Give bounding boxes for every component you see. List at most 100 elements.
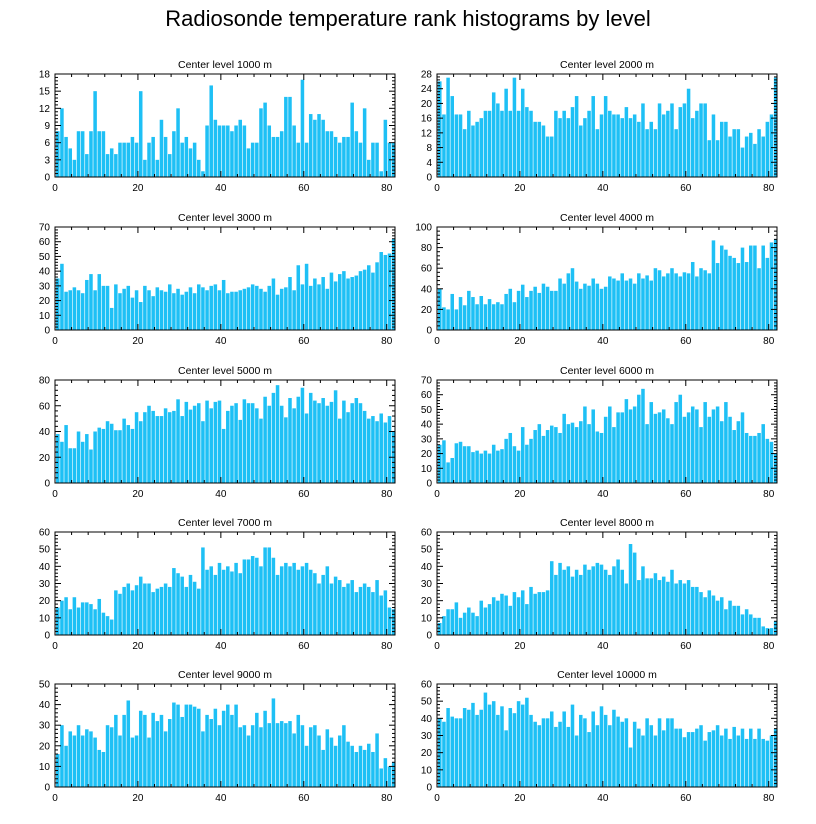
histogram-bar: [217, 725, 222, 787]
histogram-bar: [242, 399, 247, 483]
histogram-bar: [197, 403, 201, 483]
histogram-bar: [180, 416, 184, 483]
histogram-bar: [757, 129, 761, 177]
y-tick-label: 0: [44, 631, 50, 642]
histogram-bar: [163, 583, 168, 635]
y-tick-label: 0: [426, 173, 432, 184]
y-tick-label: 70: [39, 223, 51, 234]
histogram-bar: [666, 718, 670, 787]
histogram-bar: [533, 721, 537, 787]
histogram-bar: [292, 125, 296, 177]
histogram-bar: [122, 418, 126, 484]
histogram-bar: [371, 416, 375, 483]
histogram-bar: [138, 302, 143, 330]
histogram-bar: [346, 278, 350, 330]
histogram-bar: [242, 125, 247, 177]
histogram-bar: [188, 409, 193, 483]
histogram-bar: [608, 725, 612, 787]
histogram-bar: [450, 609, 454, 635]
histogram-bar: [375, 733, 379, 787]
x-tick-label: 0: [52, 489, 58, 500]
histogram-bar: [284, 96, 288, 177]
y-tick-label: 60: [39, 528, 51, 539]
histogram-bar: [475, 121, 479, 177]
histogram-bar: [130, 737, 135, 787]
histogram-bar: [736, 735, 741, 787]
histogram-bar: [263, 291, 267, 330]
x-tick-label: 20: [514, 641, 526, 652]
histogram-bar: [566, 566, 571, 635]
histogram-bar: [574, 281, 579, 330]
histogram-bar: [695, 409, 699, 483]
histogram-bar: [637, 394, 641, 483]
plot-frame: [54, 683, 396, 788]
y-tick-label: 10: [39, 613, 51, 624]
histogram-bar: [93, 91, 97, 177]
histogram-bar: [383, 590, 388, 635]
histogram-bar: [686, 88, 691, 177]
histogram-bar: [296, 265, 301, 330]
histogram-bar: [271, 557, 276, 635]
x-tick-label: 80: [381, 183, 393, 194]
histogram-bar: [151, 592, 155, 635]
histogram-bar: [479, 453, 484, 483]
histogram-bar: [337, 580, 342, 635]
histogram-bar: [620, 721, 624, 787]
histogram-bar: [267, 547, 272, 635]
histogram-bar: [325, 288, 330, 330]
histogram-bar: [362, 410, 367, 483]
histogram-bar: [89, 604, 93, 635]
histogram-bar: [350, 403, 354, 483]
histogram-bar: [68, 290, 72, 330]
histogram-bar: [500, 449, 504, 483]
histogram-bar: [442, 307, 446, 330]
histogram-bar: [288, 721, 292, 787]
histogram-bar: [603, 416, 608, 483]
histogram-bar: [458, 114, 463, 177]
x-tick-label: 60: [680, 336, 692, 347]
histogram-bar: [454, 114, 459, 177]
y-tick-label: 20: [39, 596, 51, 607]
histogram-bar: [72, 597, 77, 635]
histogram-panel: Center level 4000 m 0 20 40 60 80 0 20 40 60 80 100: [415, 212, 778, 347]
histogram-bar: [537, 592, 542, 635]
histogram-bar: [300, 387, 305, 483]
histogram-bar: [292, 733, 296, 787]
histogram-bar: [632, 406, 637, 483]
histogram-panel: Center level 5000 m 0 20 40 60 80 0 20 40 60 80: [39, 365, 396, 500]
histogram-bar: [475, 450, 479, 483]
y-tick-label: 50: [421, 405, 433, 416]
histogram-bar: [471, 612, 475, 635]
histogram-bar: [661, 276, 666, 330]
histogram-bar: [246, 148, 251, 177]
y-tick-label: 0: [426, 479, 432, 490]
histogram-bar: [641, 566, 645, 635]
histogram-bar: [757, 268, 761, 330]
x-tick-label: 60: [298, 489, 310, 500]
histogram-bar: [462, 446, 467, 483]
histogram-bar: [167, 719, 172, 787]
histogram-bar: [612, 709, 616, 787]
histogram-bar: [284, 287, 288, 330]
histogram-bar: [85, 729, 89, 787]
histogram-bar: [213, 119, 218, 177]
y-tick-label: 40: [39, 427, 51, 438]
y-tick-label: 100: [415, 223, 432, 234]
histogram-bar: [209, 719, 213, 787]
y-tick-label: 30: [39, 721, 51, 732]
panel-title: Center level 6000 m: [560, 365, 654, 377]
histogram-bar: [367, 265, 371, 330]
histogram-bar: [379, 171, 383, 177]
histogram-bar: [234, 562, 238, 635]
histogram-bar: [603, 714, 608, 787]
y-tick-label: 30: [39, 579, 51, 590]
histogram-bar: [616, 559, 620, 635]
histogram-bar: [197, 708, 201, 787]
histogram-bar: [138, 576, 143, 635]
histogram-bar: [85, 602, 89, 635]
histogram-bar: [122, 714, 126, 787]
histogram-bar: [757, 728, 761, 787]
histogram-bar: [628, 409, 633, 483]
histogram-bar: [769, 242, 774, 330]
histogram-bar: [678, 276, 683, 330]
